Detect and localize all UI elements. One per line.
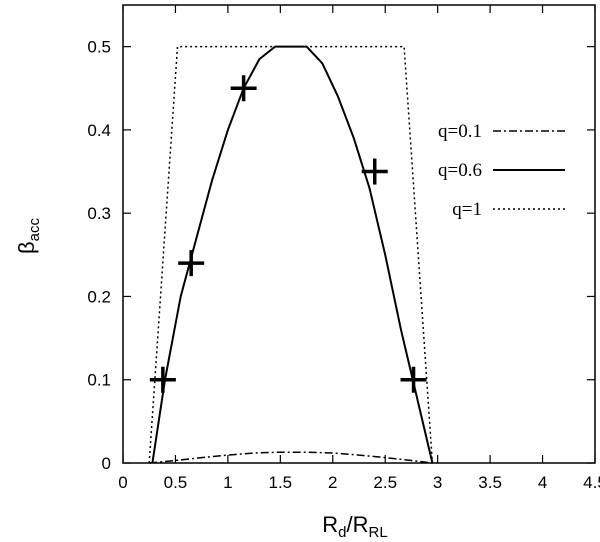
x-axis-label-mid: /R — [347, 512, 369, 537]
y-tick-label-0: 0 — [102, 454, 111, 473]
legend-label-0: q=0.1 — [438, 121, 482, 142]
x-tick-label-5: 2.5 — [373, 473, 397, 492]
x-tick-label-4: 2 — [328, 473, 337, 492]
x-axis-label-sub: d — [338, 524, 346, 541]
x-tick-label-3: 1.5 — [269, 473, 293, 492]
legend-label-1: q=0.6 — [438, 160, 482, 181]
y-tick-label-3: 0.3 — [87, 204, 111, 223]
x-tick-label-0: 0 — [118, 473, 127, 492]
x-tick-label-6: 3 — [433, 473, 442, 492]
y-tick-label-5: 0.5 — [87, 38, 111, 57]
y-axis-label: βacc — [14, 218, 43, 254]
legend-label-2: q=1 — [452, 199, 482, 220]
x-tick-label-8: 4 — [538, 473, 547, 492]
series-layer — [148, 45, 434, 464]
marker-point-3 — [361, 158, 388, 185]
marker-point-1 — [178, 250, 205, 277]
y-axis-label-sub: acc — [26, 218, 43, 242]
y-tick-label-4: 0.4 — [87, 121, 111, 140]
x-axis-label: Rd/RRL — [322, 512, 387, 541]
x-tick-label-7: 3.5 — [478, 473, 502, 492]
marker-point-0 — [149, 366, 176, 393]
legend: q=0.1 q=0.6 q=1 — [438, 121, 565, 220]
x-axis-label-main: R — [322, 512, 338, 537]
marker-point-4 — [400, 366, 427, 393]
y-axis-label-main: β — [14, 241, 39, 254]
series-line-1 — [151, 45, 434, 464]
x-tick-label-1: 0.5 — [164, 473, 188, 492]
x-tick-label-2: 1 — [223, 473, 232, 492]
marker-point-2 — [230, 75, 257, 102]
x-axis-label-sub2: RL — [369, 524, 388, 541]
markers-layer — [149, 75, 427, 393]
y-tick-label-2: 0.2 — [87, 287, 111, 306]
y-tick-label-1: 0.1 — [87, 371, 111, 390]
x-tick-label-9: 4.5 — [583, 473, 600, 492]
series-line-2 — [148, 45, 434, 464]
ticks: 0 0.5 1 1.5 2 2.5 3 3.5 4 4.5 0 0.1 0.2 0.3 0.4 0.5 — [87, 5, 600, 492]
series-line-0 — [149, 451, 433, 464]
plot-frame — [122, 4, 596, 464]
